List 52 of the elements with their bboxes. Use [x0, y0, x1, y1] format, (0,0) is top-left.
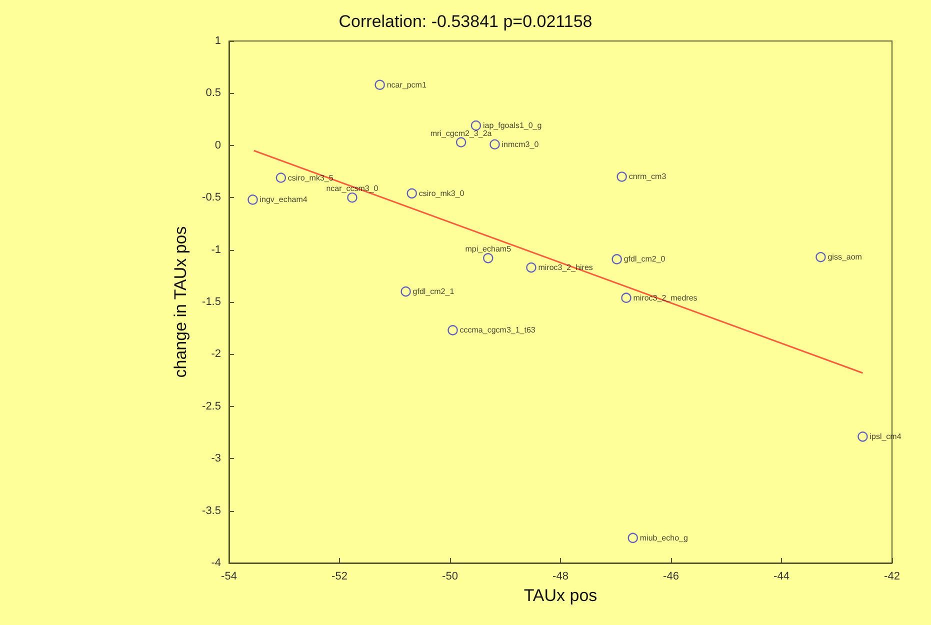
x-tick-label: -46	[663, 570, 679, 582]
y-tick-label: -1	[211, 244, 221, 256]
annotation: ingv_echam4	[260, 195, 308, 204]
point	[612, 254, 622, 264]
annotation: inmcm3_0	[502, 140, 540, 149]
y-axis-title: change in TAUx pos	[171, 226, 190, 378]
x-tick-label: -54	[221, 570, 237, 582]
y-tick-label: -2.5	[202, 400, 221, 412]
annotation: cnrm_cm3	[628, 172, 667, 182]
point	[483, 253, 494, 264]
annotation: iap_fgoals1_0_g	[482, 121, 542, 130]
annotation: gfdl_cm2_1	[412, 287, 455, 296]
x-tick-label: -52	[332, 570, 348, 582]
point	[628, 532, 638, 544]
y-tick-label: -3.5	[202, 504, 221, 517]
point	[470, 120, 482, 131]
x-tick-label: -44	[774, 570, 790, 582]
x-tick-label: -48	[552, 570, 568, 582]
point	[456, 137, 466, 148]
point	[248, 194, 258, 205]
chart-title: Correlation: -0.53841 p=0.021158	[338, 12, 592, 31]
x-axis-title: TAUx pos	[524, 586, 598, 605]
annotation: csiro_mk3_0	[418, 188, 465, 198]
annotation: gfdl_cm2_0	[624, 254, 666, 264]
point	[816, 252, 826, 262]
point	[276, 172, 286, 183]
point	[374, 80, 385, 90]
y-tick-label: 0	[214, 139, 221, 152]
point	[400, 286, 411, 297]
y-tick-label: 1	[214, 35, 221, 47]
annotation: mri_cgcm2_3_2a	[430, 128, 492, 138]
y-tick-label: -1.5	[202, 296, 221, 308]
point	[406, 188, 417, 199]
x-tick-label: -50	[442, 570, 458, 582]
point	[621, 292, 632, 303]
point	[490, 139, 500, 150]
annotation: giss_aom	[828, 252, 862, 262]
y-tick-label: -0.5	[202, 192, 221, 204]
y-tick-label: -2	[211, 348, 221, 360]
annotation: mpi_echam5	[465, 244, 512, 254]
annotation: miub_echo_g	[640, 533, 688, 542]
point	[616, 172, 627, 182]
annotation: cccma_cgcm3_1_t63	[460, 326, 536, 335]
point	[858, 432, 868, 442]
point	[448, 325, 458, 336]
x-tick-label: -42	[884, 570, 900, 582]
y-tick-label: -3	[211, 452, 221, 465]
annotation: ncar_pcm1	[386, 80, 427, 90]
point	[526, 262, 536, 273]
point	[347, 192, 358, 203]
y-tick-label: -4	[211, 557, 221, 569]
y-tick-label: 0.5	[206, 87, 221, 100]
